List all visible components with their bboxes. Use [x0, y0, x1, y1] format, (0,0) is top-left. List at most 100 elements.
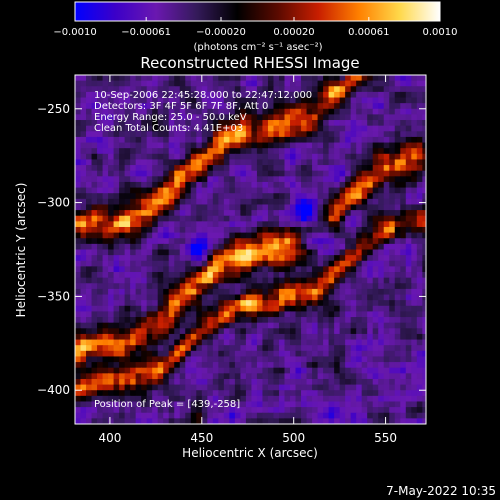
heatmap-cell — [91, 232, 98, 239]
heatmap-cell — [141, 238, 148, 245]
heatmap-cell — [201, 328, 208, 335]
heatmap-cell — [339, 367, 346, 374]
heatmap-cell — [416, 277, 423, 284]
heatmap-cell — [295, 142, 302, 149]
heatmap-cell — [400, 373, 407, 380]
heatmap-cell — [113, 373, 120, 380]
heatmap-cell — [91, 345, 98, 352]
heatmap-cell — [256, 75, 264, 82]
heatmap-cell — [163, 238, 170, 245]
heatmap-cell — [356, 350, 363, 358]
heatmap-cell — [383, 243, 390, 251]
heatmap-cell — [207, 108, 214, 115]
heatmap-cell — [378, 395, 385, 403]
heatmap-cell — [174, 328, 181, 335]
heatmap-cell — [97, 75, 104, 82]
heatmap-cell — [124, 288, 131, 296]
heatmap-cell — [75, 266, 82, 273]
heatmap-cell — [361, 367, 368, 374]
heatmap-cell — [378, 210, 385, 217]
heatmap-cell — [146, 226, 153, 234]
heatmap-cell — [141, 97, 148, 104]
annotation-clean-counts: Clean Total Counts: 4.41E+03 — [94, 123, 243, 134]
heatmap-cell — [196, 198, 203, 206]
heatmap-cell — [190, 378, 197, 386]
colorbar-tick-label: −0.0010 — [53, 27, 96, 38]
heatmap-cell — [91, 384, 98, 391]
heatmap-cell — [428, 109, 434, 115]
heatmap-cell — [306, 395, 313, 403]
heatmap-cell — [323, 159, 330, 166]
heatmap-cell — [185, 91, 192, 99]
heatmap-cell — [212, 204, 219, 211]
heatmap-cell — [113, 75, 120, 82]
heatmap-cell — [372, 339, 379, 346]
heatmap-cell — [256, 198, 264, 206]
heatmap-cell — [416, 108, 423, 115]
heatmap-cell — [124, 367, 131, 374]
heatmap-cell — [350, 181, 357, 189]
heatmap-cell — [367, 373, 374, 380]
heatmap-cell — [190, 91, 197, 99]
heatmap-cell — [80, 187, 87, 194]
heatmap-cell — [339, 142, 346, 149]
heatmap-cell — [201, 226, 208, 234]
heatmap-cell — [378, 378, 385, 386]
heatmap-cell — [273, 221, 280, 228]
heatmap-cell — [267, 345, 275, 352]
heatmap-cell — [152, 305, 159, 313]
heatmap-cell — [97, 260, 104, 267]
heatmap-cell — [234, 193, 241, 200]
heatmap-cell — [146, 75, 153, 82]
heatmap-cell — [245, 356, 253, 363]
heatmap-cell — [367, 255, 374, 262]
heatmap-cell — [345, 198, 352, 206]
heatmap-cell — [185, 86, 192, 93]
heatmap-cell — [91, 283, 98, 290]
heatmap-cell — [428, 385, 434, 391]
heatmap-cell — [168, 148, 175, 155]
heatmap-cell — [179, 294, 186, 301]
heatmap-cell — [190, 339, 197, 346]
heatmap-cell — [422, 350, 426, 358]
heatmap-cell — [262, 136, 269, 144]
heatmap-cell — [135, 333, 142, 341]
heatmap-cell — [328, 333, 335, 341]
heatmap-cell — [113, 198, 120, 206]
heatmap-cell — [284, 114, 291, 121]
heatmap-cell — [422, 114, 426, 121]
heatmap-cell — [91, 170, 98, 177]
heatmap-cell — [328, 170, 335, 177]
heatmap-cell — [422, 412, 426, 419]
heatmap-cell — [218, 362, 225, 369]
heatmap-cell — [372, 181, 379, 189]
heatmap-cell — [405, 255, 412, 262]
heatmap-cell — [190, 395, 197, 403]
heatmap-cell — [345, 131, 352, 138]
heatmap-cell — [317, 210, 324, 217]
heatmap-cell — [240, 390, 247, 397]
heatmap-cell — [372, 322, 379, 329]
heatmap-cell — [80, 266, 87, 273]
heatmap-cell — [273, 148, 280, 155]
heatmap-cell — [256, 114, 264, 121]
heatmap-cell — [146, 120, 153, 127]
heatmap-cell — [328, 412, 335, 419]
heatmap-cell — [75, 395, 82, 403]
colorbar-tick-label: 0.00061 — [348, 27, 389, 38]
heatmap-cell — [163, 412, 170, 419]
heatmap-cell — [80, 356, 87, 363]
heatmap-cell — [113, 328, 120, 335]
heatmap-cell — [102, 412, 109, 419]
heatmap-cell — [141, 187, 148, 194]
heatmap-cell — [218, 243, 225, 251]
heatmap-cell — [218, 226, 225, 234]
heatmap-cell — [157, 300, 164, 307]
heatmap-cell — [146, 136, 153, 144]
heatmap-cell — [240, 266, 247, 273]
heatmap-cell — [339, 283, 346, 290]
heatmap-cell — [301, 221, 308, 228]
heatmap-cell — [113, 215, 120, 222]
heatmap-cell — [273, 176, 280, 183]
heatmap-cell — [108, 75, 115, 82]
